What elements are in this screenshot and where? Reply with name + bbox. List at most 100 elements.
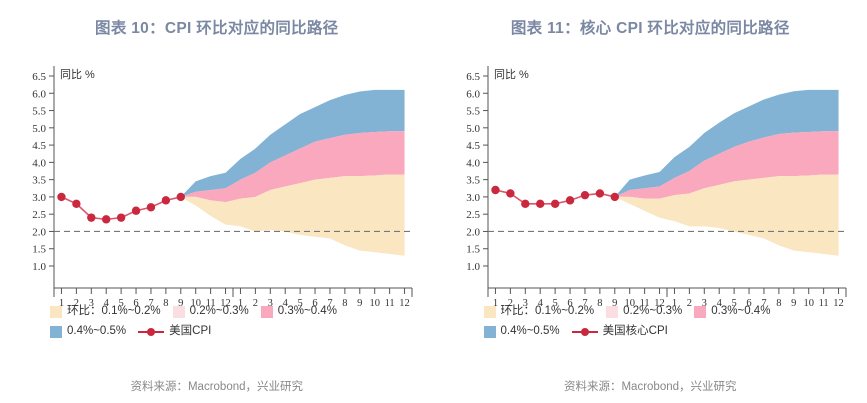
legend-color-swatch <box>50 306 62 318</box>
y-axis-unit-label: 同比 % <box>60 68 95 81</box>
y-axis-tick-label: 2.0 <box>466 226 480 238</box>
x-axis-tick-label: 7 <box>582 298 587 308</box>
data-point <box>580 190 589 200</box>
x-axis-tick-label: 1 <box>671 298 676 308</box>
y-axis-tick-label: 1.0 <box>466 261 480 273</box>
plot-area-cpi: 同比 % 6.5 6.0 5.5 5.0 4.5 4.0 3.5 3.0 2.5 2.0 1.5 1.0… <box>14 58 420 308</box>
data-point <box>146 203 156 212</box>
x-axis-tick-label: 3 <box>89 298 94 308</box>
y-axis-tick-label: 3.5 <box>32 175 46 187</box>
x-axis-tick-label: 2 <box>74 298 79 308</box>
legend-label: 0.3%~0.4% <box>277 305 337 318</box>
legend-item[interactable]: 0.2%~0.3% <box>172 306 249 318</box>
x-axis-tick-label: 7 <box>327 298 332 308</box>
x-axis-tick-label: 3 <box>701 298 706 308</box>
x-axis-tick-label: 8 <box>597 298 602 308</box>
data-point <box>535 199 544 209</box>
data-point <box>116 213 126 222</box>
chart-svg-cpi: 同比 % 6.5 6.0 5.5 5.0 4.5 4.0 3.5 3.0 2.5 2.0 1.5 1.0… <box>32 66 413 308</box>
band-area-0.4-0.5 <box>180 89 405 197</box>
x-axis-tick-label: 8 <box>342 298 347 308</box>
legend-item[interactable]: 美国核心CPI <box>571 326 668 338</box>
legend-color-swatch <box>50 326 62 338</box>
x-axis-tick-label: 12 <box>399 298 410 308</box>
x-axis-tick-label: 3 <box>522 298 527 308</box>
x-axis-tick-label: 5 <box>552 298 557 308</box>
x-axis-tick-label: 10 <box>803 298 814 308</box>
legend-item[interactable]: 美国CPI <box>138 326 211 338</box>
x-axis-tick-label: 2 <box>686 298 691 308</box>
data-point <box>610 192 619 202</box>
x-axis-tick-label: 1 <box>59 298 64 308</box>
y-axis-tick-label: 2.5 <box>32 209 46 221</box>
y-axis-tick-label: 1.5 <box>466 244 480 256</box>
legend-core-cpi: 环比：0.1%~0.2% 0.2%~0.3% 0.3%~0.4% 0.4%~0.5% 美… <box>483 306 854 346</box>
y-axis-tick-label: 2.5 <box>466 209 480 221</box>
legend-item[interactable]: 0.3%~0.4% <box>694 306 770 318</box>
legend-row: 环比：0.1%~0.2% 0.2%~0.3% 0.3%~0.4% <box>483 306 854 318</box>
x-axis-tick-label: 2 <box>507 298 512 308</box>
legend-item[interactable]: 环比：0.1%~0.2% <box>50 306 161 318</box>
legend-item[interactable]: 0.4%~0.5% <box>50 326 126 338</box>
legend-item[interactable]: 0.2%~0.3% <box>606 306 682 318</box>
data-point <box>505 189 515 198</box>
x-axis-tick-label: 4 <box>537 298 543 308</box>
y-axis-tick-label: 4.0 <box>32 157 46 169</box>
legend-color-swatch <box>172 306 185 318</box>
source-note-11: 资料来源：Macrobond，兴业研究 <box>563 381 737 393</box>
data-point <box>176 192 185 202</box>
plot-area-core-cpi: 同比 % 6.5 6.0 5.5 5.0 4.5 4.0 3.5 3.0 2.5 2.0 1.5 1.0… <box>448 58 854 308</box>
legend-row: 0.4%~0.5% 美国CPI <box>50 326 420 338</box>
y-axis-tick-label: 3.0 <box>466 192 480 204</box>
legend-color-swatch <box>694 306 707 318</box>
legend-line-marker-icon <box>571 326 598 338</box>
data-point <box>72 199 81 209</box>
legend-color-swatch <box>260 306 273 318</box>
chart-svg-core-cpi: 同比 % 6.5 6.0 5.5 5.0 4.5 4.0 3.5 3.0 2.5 2.0 1.5 1.0… <box>466 66 846 308</box>
y-axis-tick-label: 5.0 <box>32 123 46 135</box>
x-axis-tick-label: 8 <box>776 298 781 308</box>
data-point <box>102 215 111 224</box>
x-axis-tick-label: 9 <box>791 298 796 308</box>
data-point <box>565 196 574 205</box>
chart-title-11: 图表 11：核心 CPI 环比对应的同比路径 <box>510 20 790 37</box>
y-axis-tick-label: 4.5 <box>466 140 480 152</box>
legend-color-swatch <box>606 306 619 318</box>
x-axis-tick-label: 5 <box>119 298 124 308</box>
data-point <box>550 199 559 209</box>
y-axis-tick-label: 1.5 <box>32 244 46 256</box>
chart-title-10: 图表 10：CPI 环比对应的同比路径 <box>95 20 339 37</box>
x-axis-tick-label: 3 <box>268 298 273 308</box>
x-axis-tick-label: 1 <box>492 298 497 308</box>
x-axis-tick-label: 10 <box>369 298 380 308</box>
y-axis-tick-label: 5.5 <box>32 106 46 118</box>
y-axis-tick-label: 5.5 <box>466 106 480 118</box>
legend-label: 美国CPI <box>169 325 212 338</box>
legend-item[interactable]: 0.4%~0.5% <box>483 325 560 338</box>
legend-label: 0.3%~0.4% <box>711 305 771 318</box>
legend-label: 环比：0.1%~0.2% <box>67 305 161 318</box>
legend-label: 0.4%~0.5% <box>67 325 127 338</box>
data-point <box>87 213 96 222</box>
data-point <box>131 206 141 215</box>
legend-item[interactable]: 0.3%~0.4% <box>260 305 337 318</box>
x-axis-tick-label: 12 <box>220 298 231 308</box>
x-axis-tick-label: 5 <box>298 298 303 308</box>
x-axis-tick-label: 9 <box>612 298 617 308</box>
band-area-0.3-0.4 <box>614 131 839 199</box>
x-axis-tick-label: 10 <box>190 298 201 308</box>
band-area-0.3-0.4 <box>180 131 405 203</box>
x-axis-tick-label: 11 <box>639 298 649 308</box>
y-axis-tick-label: 4.0 <box>466 157 480 169</box>
data-point <box>595 189 604 198</box>
x-axis-tick-label: 12 <box>654 298 665 308</box>
panel-cpi: 图表 10：CPI 环比对应的同比路径 同比 % 6.5 6.0 5.5 5.0 4.5 4… <box>14 20 420 393</box>
legend-label: 0.4%~0.5% <box>500 325 560 338</box>
legend-item[interactable]: 环比：0.1%~0.2% <box>483 306 594 318</box>
x-axis-tick-label: 1 <box>238 298 243 308</box>
y-axis-tick-label: 3.5 <box>466 175 480 187</box>
x-axis-tick-label: 4 <box>283 298 289 308</box>
x-axis-tick-label: 11 <box>818 298 828 308</box>
x-axis-tick-label: 7 <box>148 298 153 308</box>
legend-color-swatch <box>483 306 496 318</box>
